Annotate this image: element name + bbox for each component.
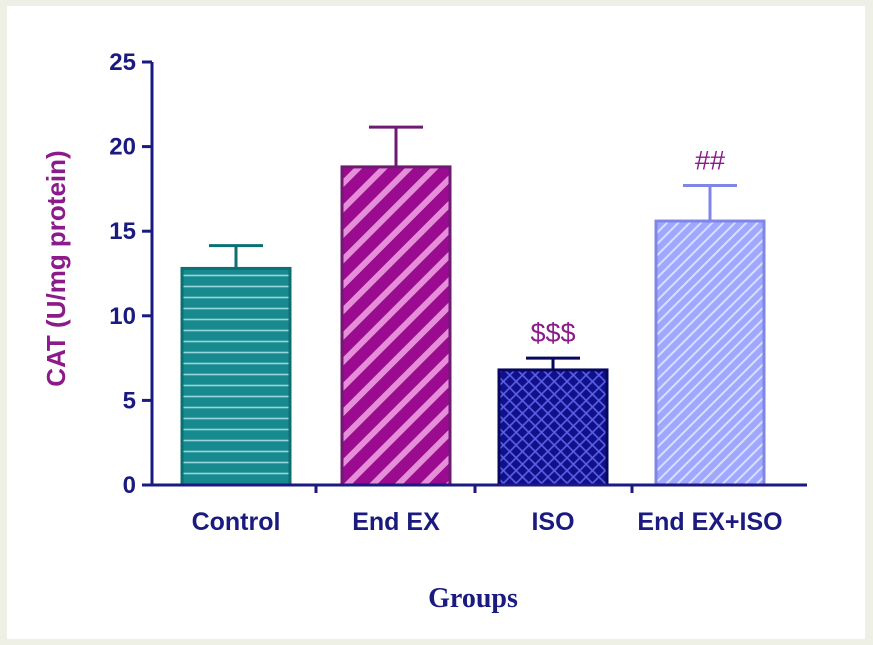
bar-end-ex (340, 165, 452, 487)
bar-control (180, 266, 292, 487)
bar-iso (497, 368, 609, 487)
x-tick-label: End EX (352, 508, 440, 536)
y-axis-title: CAT (U/mg protein) (41, 150, 71, 386)
y-tick-label: 15 (109, 218, 136, 245)
y-tick-label: 10 (109, 303, 136, 330)
bar-end-ex-iso (654, 219, 766, 487)
significance-annotation: ## (695, 146, 725, 176)
x-axis-title: Groups (428, 583, 518, 614)
y-tick-label: 5 (123, 387, 136, 414)
significance-annotation: $$$ (530, 318, 575, 348)
x-tick-label: End EX+ISO (637, 508, 782, 536)
y-tick-label: 0 (123, 472, 136, 499)
y-tick-label: 20 (109, 134, 136, 161)
y-tick-label: 25 (109, 49, 136, 76)
bar-chart: Control End EX ISO $$$ End EX+ISO ## 0 5 10 15 20 2… (41, 49, 807, 614)
x-tick-label: Control (192, 508, 281, 536)
chart-frame: Control End EX ISO $$$ End EX+ISO ## 0 5 10 15 20 2… (7, 6, 865, 639)
x-tick-label: ISO (531, 508, 574, 536)
